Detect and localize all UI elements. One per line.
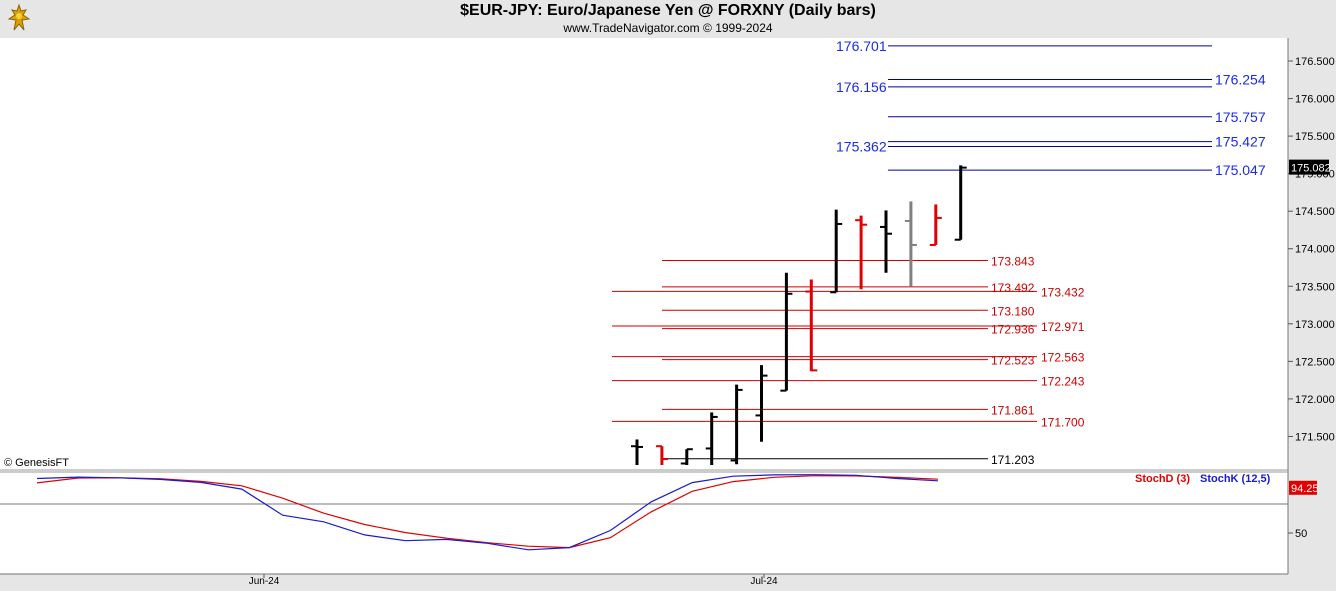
gold-dollar-figure-icon (7, 3, 31, 31)
stoch-d-line (36, 475, 938, 549)
support-label: 173.432 (1041, 285, 1085, 299)
stoch-k-line (36, 474, 938, 551)
chart-header: $EUR-JPY: Euro/Japanese Yen @ FORXNY (Da… (0, 0, 1336, 38)
price-tick-label: 171.500 (1295, 431, 1335, 443)
support-label: 172.971 (1041, 320, 1085, 334)
price-tick-label: 173.000 (1295, 319, 1335, 331)
copyright-label: © GenesisFT (4, 457, 69, 469)
resistance-label: 176.254 (1215, 71, 1266, 87)
resistance-label: 175.047 (1215, 162, 1266, 178)
x-tick-label: Jun-24 (249, 576, 280, 587)
support-label: 171.861 (991, 403, 1035, 417)
price-tick-label: 172.500 (1295, 356, 1335, 368)
price-tick-label: 174.000 (1295, 244, 1335, 256)
price-tick-label: 173.500 (1295, 281, 1335, 293)
support-label: 172.523 (991, 354, 1035, 368)
price-bars (631, 165, 967, 465)
price-y-axis: 171.500 172.000 172.500 173.000 173.500 174.0… (1288, 56, 1335, 443)
price-tick-label: 176.000 (1295, 94, 1335, 106)
chart-title: $EUR-JPY: Euro/Japanese Yen @ FORXNY (Da… (460, 2, 876, 19)
support-label: 171.700 (1041, 415, 1085, 429)
resistance-label: 176.701 (836, 38, 887, 54)
price-levels: 176.701 176.254 176.156 175.757 175.427 175.3… (612, 38, 1266, 467)
support-label: 173.843 (991, 255, 1035, 269)
x-tick-label: Jul-24 (750, 576, 778, 587)
support-label: 173.180 (991, 304, 1035, 318)
resistance-label: 176.156 (836, 79, 887, 95)
resistance-label: 175.427 (1215, 134, 1266, 150)
support-label: 172.936 (991, 323, 1035, 337)
stoch-tick-label: 50 (1295, 528, 1307, 540)
price-tick-label: 174.500 (1295, 206, 1335, 218)
support-label: 171.203 (991, 453, 1035, 467)
stoch-k-legend: StochK (12,5) (1200, 473, 1271, 485)
current-price-box (1289, 159, 1329, 175)
x-axis-panel (0, 574, 1336, 591)
time-x-axis: Jun-24 Jul-24 (249, 574, 778, 587)
support-label: 172.243 (1041, 375, 1085, 389)
stoch-current-label: 94.25 (1291, 483, 1319, 495)
chart-subtitle: www.TradeNavigator.com © 1999-2024 (563, 21, 773, 35)
price-tick-label: 175.500 (1295, 131, 1335, 143)
resistance-label: 175.362 (836, 138, 887, 154)
price-tick-label: 172.000 (1295, 394, 1335, 406)
y-axis-panel (1288, 38, 1336, 591)
current-price-label: 175.082 (1291, 163, 1331, 175)
resistance-label: 175.757 (1215, 109, 1266, 125)
price-tick-label: 176.500 (1295, 56, 1335, 68)
stochastic-panel: StochD (3) StochK (12,5) 50 94.25 (36, 473, 1319, 551)
stoch-current-box (1289, 480, 1317, 495)
support-label: 173.492 (991, 281, 1035, 295)
support-label: 172.563 (1041, 351, 1085, 365)
stoch-d-legend: StochD (3) (1135, 473, 1190, 485)
